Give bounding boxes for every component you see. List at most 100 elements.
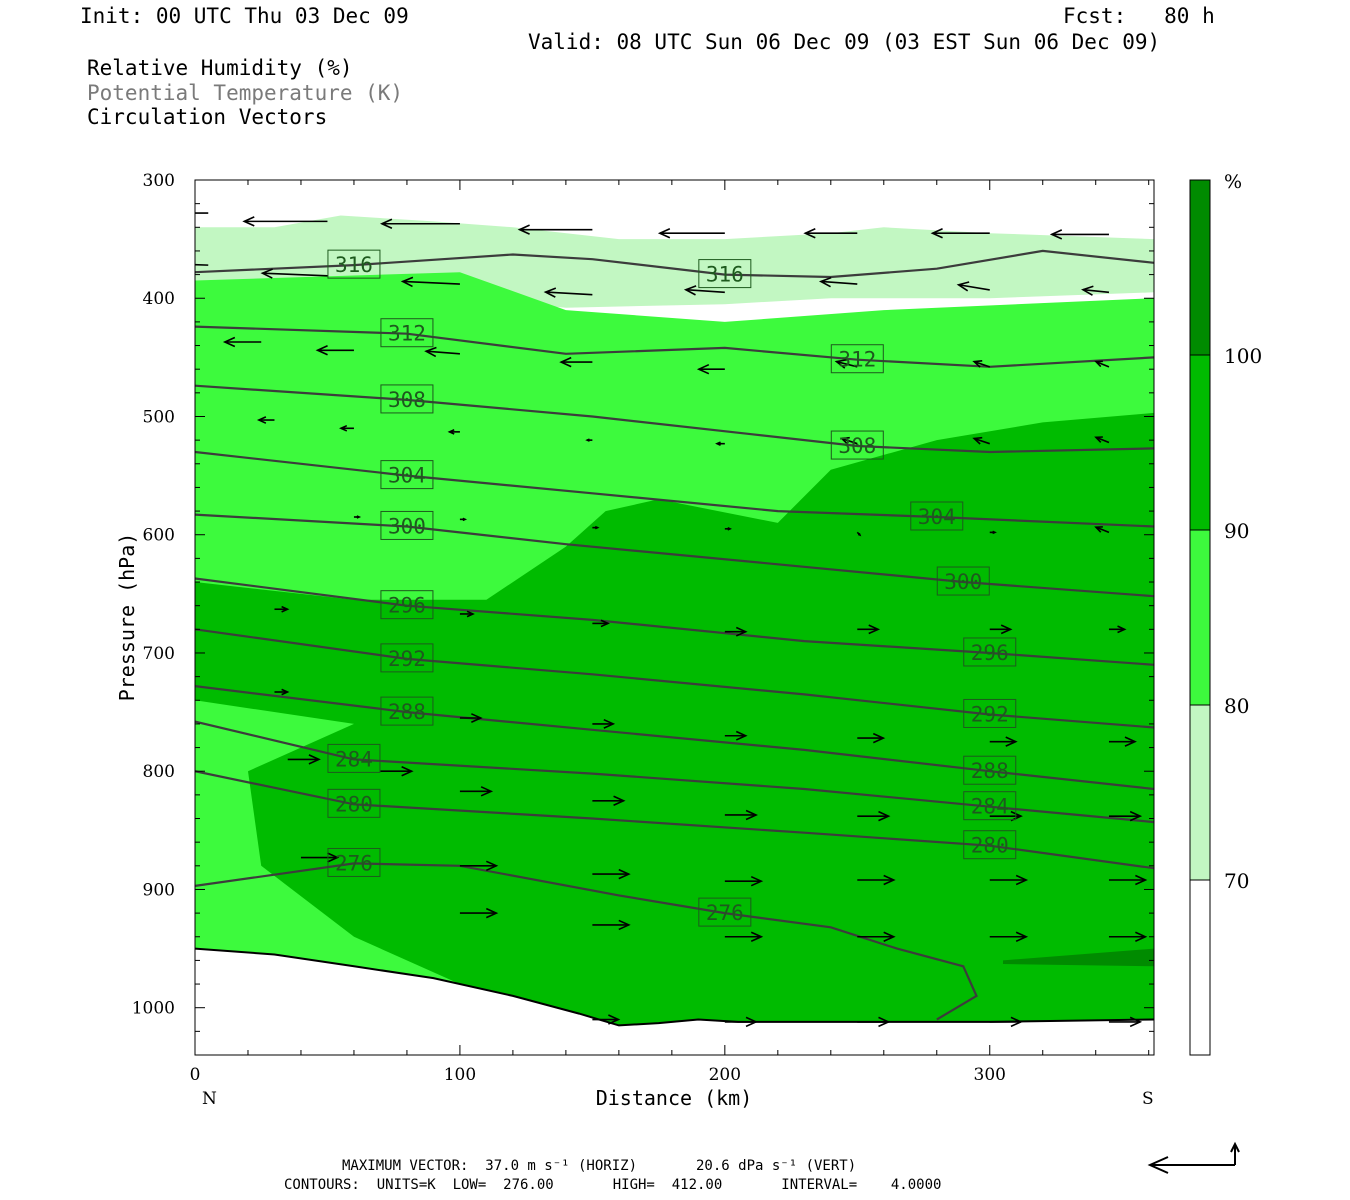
x-tick-label: 0 (190, 1065, 201, 1085)
colorbar-segment (1190, 880, 1210, 1055)
field-label-theta: Potential Temperature (K) (87, 81, 404, 105)
contour-label-308: 308 (388, 388, 426, 412)
contour-label-312: 312 (838, 348, 876, 372)
contour-label-box (380, 460, 434, 490)
wind-vector (803, 227, 858, 239)
wind-vector (424, 346, 460, 358)
contour-label-box (963, 755, 1017, 785)
wind-vector (857, 810, 891, 822)
field-label-vectors: Circulation Vectors (87, 105, 328, 129)
theta-contour-312 (195, 325, 1154, 368)
wind-vector (592, 919, 631, 931)
wind-vector (459, 860, 499, 872)
theta-contour-292 (195, 628, 1154, 729)
wind-vector (459, 907, 499, 919)
colorbar-label: 90 (1224, 519, 1249, 543)
theta-contour-304 (195, 450, 1154, 528)
contour-label-box (910, 501, 964, 531)
wind-vector (972, 360, 991, 368)
contour-label-box (830, 344, 884, 374)
contour-label-296: 296 (388, 594, 426, 618)
wind-vector (857, 732, 886, 744)
y-tick-label: 900 (143, 880, 175, 900)
wind-vector (459, 517, 468, 522)
wind-vector (459, 786, 494, 797)
wind-vector (459, 713, 483, 723)
wind-vector (1094, 526, 1110, 534)
contour-label-288: 288 (388, 700, 426, 724)
y-tick-label: 700 (143, 644, 175, 664)
max-vector-note: MAXIMUM VECTOR: 37.0 m s⁻¹ (HORIZ) 20.6 … (342, 1158, 857, 1174)
contour-label-box (963, 637, 1017, 667)
contour-label-280: 280 (335, 792, 373, 816)
wind-vector (339, 424, 354, 432)
colorbar-label: 100 (1224, 344, 1262, 368)
wind-vector (222, 336, 262, 348)
wind-vector (857, 1016, 891, 1028)
contour-label-316: 316 (335, 253, 373, 277)
contour-label-box (380, 696, 434, 726)
contour-label-box (327, 249, 381, 279)
wind-vector (1108, 736, 1137, 747)
theta-contour-308 (195, 384, 1154, 454)
contour-label-292: 292 (971, 702, 1009, 726)
wind-vector (834, 358, 858, 369)
wind-vector (242, 216, 328, 227)
x-axis-title: Distance (km) (596, 1086, 753, 1110)
wind-vector (274, 688, 290, 696)
contour-label-box (698, 897, 752, 927)
contour-label-296: 296 (971, 641, 1009, 665)
contour-label-300: 300 (388, 514, 426, 538)
y-tick-label: 1000 (132, 999, 175, 1019)
wind-vector (592, 619, 610, 628)
wind-vector (1094, 436, 1110, 444)
contour-label-300: 300 (944, 570, 982, 594)
wind-vector (287, 754, 321, 765)
wind-vector (724, 730, 748, 741)
wind-vector (1081, 285, 1110, 296)
y-tick-label: 400 (143, 289, 175, 309)
wind-vector (447, 429, 460, 435)
wind-vector (724, 875, 764, 887)
contour-label-box (380, 384, 434, 414)
y-tick-label: 300 (143, 171, 175, 191)
wind-vector (857, 931, 896, 942)
contour-label-308: 308 (838, 434, 876, 458)
wind-vector (1108, 931, 1148, 942)
wind-vector (353, 515, 362, 519)
plot-frame (194, 179, 1155, 1056)
colorbar-label: 70 (1224, 869, 1249, 893)
terrain-fill (195, 948, 1154, 1055)
contour-label-box (698, 259, 752, 289)
contour-label-304: 304 (918, 505, 956, 529)
contour-label-box (963, 791, 1017, 821)
contour-label-288: 288 (971, 759, 1009, 783)
contour-label-276: 276 (706, 901, 744, 925)
y-tick-label: 500 (143, 407, 175, 427)
wind-vector (989, 736, 1018, 747)
wind-vector (592, 718, 616, 729)
wind-vector (715, 441, 725, 446)
init-time: Init: 00 UTC Thu 03 Dec 09 (80, 4, 409, 28)
wind-vector (724, 626, 748, 637)
rh-zone-100 (1003, 948, 1154, 967)
colorbar: 70 80 90 100 (1189, 179, 1262, 1056)
contour-label-284: 284 (335, 747, 373, 771)
wind-vector (592, 868, 631, 880)
wind-vector (517, 224, 593, 235)
wind-vector (657, 227, 725, 239)
wind-vector (1108, 1016, 1143, 1028)
wind-vector (683, 285, 725, 296)
colorbar-label: 80 (1224, 694, 1249, 718)
x-tick-label: 100 (444, 1065, 476, 1085)
wind-vector (379, 218, 460, 229)
wind-vector (256, 416, 275, 424)
wind-vector (380, 765, 414, 777)
colorbar-segment (1190, 705, 1210, 880)
contour-label-280: 280 (971, 834, 1009, 858)
wind-vector (592, 525, 600, 530)
x-tick-label: 300 (974, 1065, 1006, 1085)
contour-label-box (380, 318, 434, 348)
contour-label-316: 316 (706, 263, 744, 287)
